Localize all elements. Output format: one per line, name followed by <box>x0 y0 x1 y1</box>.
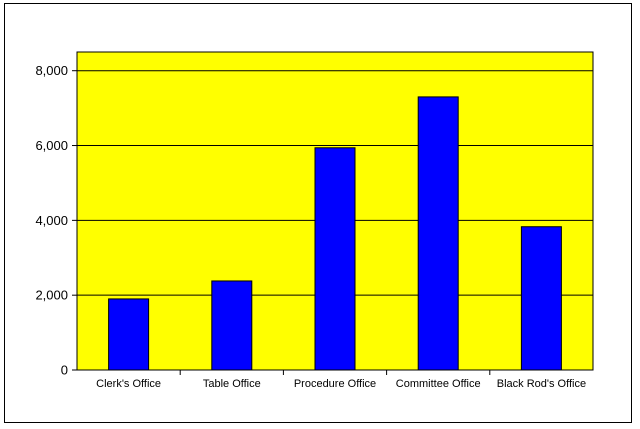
y-tick-label: 4,000 <box>35 213 68 228</box>
x-tick-label: Procedure Office <box>294 378 376 390</box>
x-tick-label: Table Office <box>203 378 261 390</box>
bar <box>520 226 562 371</box>
y-tick-label: 8,000 <box>35 63 68 78</box>
bar <box>211 280 253 371</box>
x-tick-label: Black Rod's Office <box>497 378 586 390</box>
y-axis: 0 2,000 4,000 6,000 8,000 <box>35 52 78 378</box>
x-axis: Clerk's Office Table Office Procedure Offi… <box>77 369 593 390</box>
bar <box>314 147 356 371</box>
y-tick-label: 0 <box>61 363 68 378</box>
x-tick-label: Committee Office <box>396 378 481 390</box>
bar <box>108 298 150 371</box>
y-tick-label: 6,000 <box>35 138 68 153</box>
y-tick-label: 2,000 <box>35 288 68 303</box>
bar <box>417 96 459 371</box>
bars <box>108 96 562 371</box>
x-tick-label: Clerk's Office <box>96 378 161 390</box>
